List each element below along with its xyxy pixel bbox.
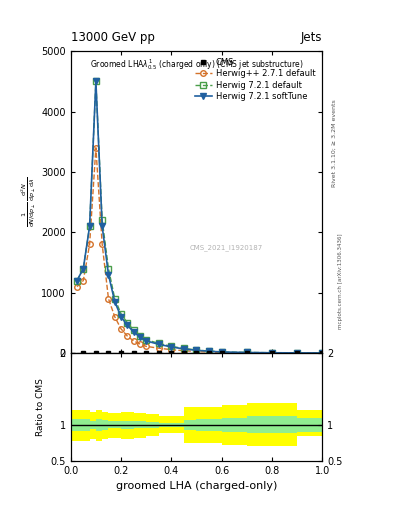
CMS (219, 350, 224, 356)
Line: CMS: CMS (81, 351, 325, 355)
Herwig 7.2.1 default (144, 337, 149, 343)
Herwig 7.2.1 softTune (138, 334, 142, 340)
Herwig 7.2.1 default (81, 265, 86, 271)
Herwig 7.2.1 softTune (144, 338, 149, 344)
Herwig++ 2.7.1 default (169, 347, 174, 353)
Herwig++ 2.7.1 default (75, 284, 79, 290)
Herwig 7.2.1 softTune (106, 271, 111, 278)
Herwig++ 2.7.1 default (144, 344, 149, 350)
Herwig 7.2.1 default (169, 344, 174, 350)
Herwig 7.2.1 default (94, 78, 98, 84)
Line: Herwig 7.2.1 softTune: Herwig 7.2.1 softTune (74, 78, 325, 356)
Herwig++ 2.7.1 default (112, 314, 117, 320)
Text: Groomed LHA$\lambda^{1}_{0.5}$ (charged only) (CMS jet substructure): Groomed LHA$\lambda^{1}_{0.5}$ (charged … (90, 57, 303, 72)
X-axis label: groomed LHA (charged-only): groomed LHA (charged-only) (116, 481, 277, 491)
Herwig++ 2.7.1 default (119, 326, 123, 332)
Herwig++ 2.7.1 default (320, 350, 325, 356)
Herwig 7.2.1 softTune (75, 278, 79, 284)
CMS (270, 350, 274, 356)
Herwig 7.2.1 softTune (87, 223, 92, 229)
Y-axis label: $\frac{1}{\mathrm{d}N/\mathrm{d}p_\perp}\,\frac{\mathrm{d}^2N}{\mathrm{d}p_\perp: $\frac{1}{\mathrm{d}N/\mathrm{d}p_\perp}… (20, 177, 39, 227)
Herwig++ 2.7.1 default (244, 350, 249, 356)
Herwig 7.2.1 softTune (182, 346, 186, 352)
Herwig 7.2.1 default (219, 349, 224, 355)
Herwig++ 2.7.1 default (207, 349, 211, 355)
Herwig 7.2.1 default (320, 350, 325, 356)
CMS (156, 350, 161, 356)
Text: Jets: Jets (301, 31, 322, 44)
CMS (131, 350, 136, 356)
Herwig 7.2.1 softTune (194, 347, 199, 353)
Herwig 7.2.1 default (295, 350, 299, 356)
Herwig 7.2.1 softTune (207, 348, 211, 354)
CMS (81, 350, 86, 356)
CMS (244, 350, 249, 356)
Herwig 7.2.1 default (182, 346, 186, 352)
Line: Herwig++ 2.7.1 default: Herwig++ 2.7.1 default (74, 145, 325, 356)
CMS (295, 350, 299, 356)
CMS (320, 350, 325, 356)
Herwig++ 2.7.1 default (182, 348, 186, 354)
Herwig 7.2.1 default (112, 295, 117, 302)
Text: 13000 GeV pp: 13000 GeV pp (71, 31, 154, 44)
CMS (94, 350, 98, 356)
Herwig 7.2.1 default (87, 223, 92, 229)
Y-axis label: Ratio to CMS: Ratio to CMS (36, 378, 45, 436)
Herwig++ 2.7.1 default (131, 338, 136, 344)
Herwig 7.2.1 default (207, 348, 211, 354)
Herwig 7.2.1 softTune (320, 350, 325, 356)
Text: Rivet 3.1.10; ≥ 3.2M events: Rivet 3.1.10; ≥ 3.2M events (332, 99, 337, 187)
Herwig 7.2.1 softTune (112, 298, 117, 305)
Herwig++ 2.7.1 default (295, 350, 299, 356)
Herwig 7.2.1 default (244, 349, 249, 355)
Herwig++ 2.7.1 default (94, 145, 98, 151)
Herwig 7.2.1 softTune (94, 78, 98, 84)
Herwig++ 2.7.1 default (219, 350, 224, 356)
Herwig 7.2.1 default (194, 347, 199, 353)
Herwig 7.2.1 softTune (100, 223, 105, 229)
Herwig 7.2.1 softTune (244, 349, 249, 355)
CMS (182, 350, 186, 356)
Herwig++ 2.7.1 default (87, 241, 92, 247)
Herwig 7.2.1 default (119, 311, 123, 317)
Herwig 7.2.1 softTune (119, 314, 123, 320)
Text: CMS_2021_I1920187: CMS_2021_I1920187 (190, 244, 263, 251)
Legend: CMS, Herwig++ 2.7.1 default, Herwig 7.2.1 default, Herwig 7.2.1 softTune: CMS, Herwig++ 2.7.1 default, Herwig 7.2.… (193, 55, 318, 104)
Herwig 7.2.1 default (270, 350, 274, 356)
Herwig 7.2.1 softTune (81, 265, 86, 271)
Herwig 7.2.1 softTune (169, 344, 174, 350)
Herwig++ 2.7.1 default (125, 333, 130, 339)
Herwig++ 2.7.1 default (194, 349, 199, 355)
Herwig++ 2.7.1 default (81, 278, 86, 284)
Herwig 7.2.1 softTune (219, 349, 224, 355)
CMS (207, 350, 211, 356)
Herwig++ 2.7.1 default (270, 350, 274, 356)
Herwig 7.2.1 default (125, 320, 130, 326)
Herwig 7.2.1 default (131, 327, 136, 333)
CMS (169, 350, 174, 356)
Herwig 7.2.1 softTune (125, 322, 130, 328)
Line: Herwig 7.2.1 default: Herwig 7.2.1 default (74, 79, 325, 356)
Herwig++ 2.7.1 default (138, 341, 142, 347)
Herwig 7.2.1 default (138, 332, 142, 338)
Text: mcplots.cern.ch [arXiv:1306.3436]: mcplots.cern.ch [arXiv:1306.3436] (338, 234, 343, 329)
Herwig 7.2.1 default (106, 265, 111, 271)
Herwig 7.2.1 default (100, 217, 105, 223)
CMS (144, 350, 149, 356)
Herwig++ 2.7.1 default (100, 241, 105, 247)
Herwig 7.2.1 softTune (131, 329, 136, 335)
Herwig 7.2.1 default (75, 278, 79, 284)
Herwig++ 2.7.1 default (156, 345, 161, 351)
Herwig 7.2.1 softTune (295, 350, 299, 356)
Herwig 7.2.1 softTune (270, 350, 274, 356)
CMS (106, 350, 111, 356)
CMS (119, 350, 123, 356)
Herwig++ 2.7.1 default (106, 295, 111, 302)
CMS (194, 350, 199, 356)
Herwig 7.2.1 default (156, 340, 161, 347)
Herwig 7.2.1 softTune (156, 341, 161, 347)
